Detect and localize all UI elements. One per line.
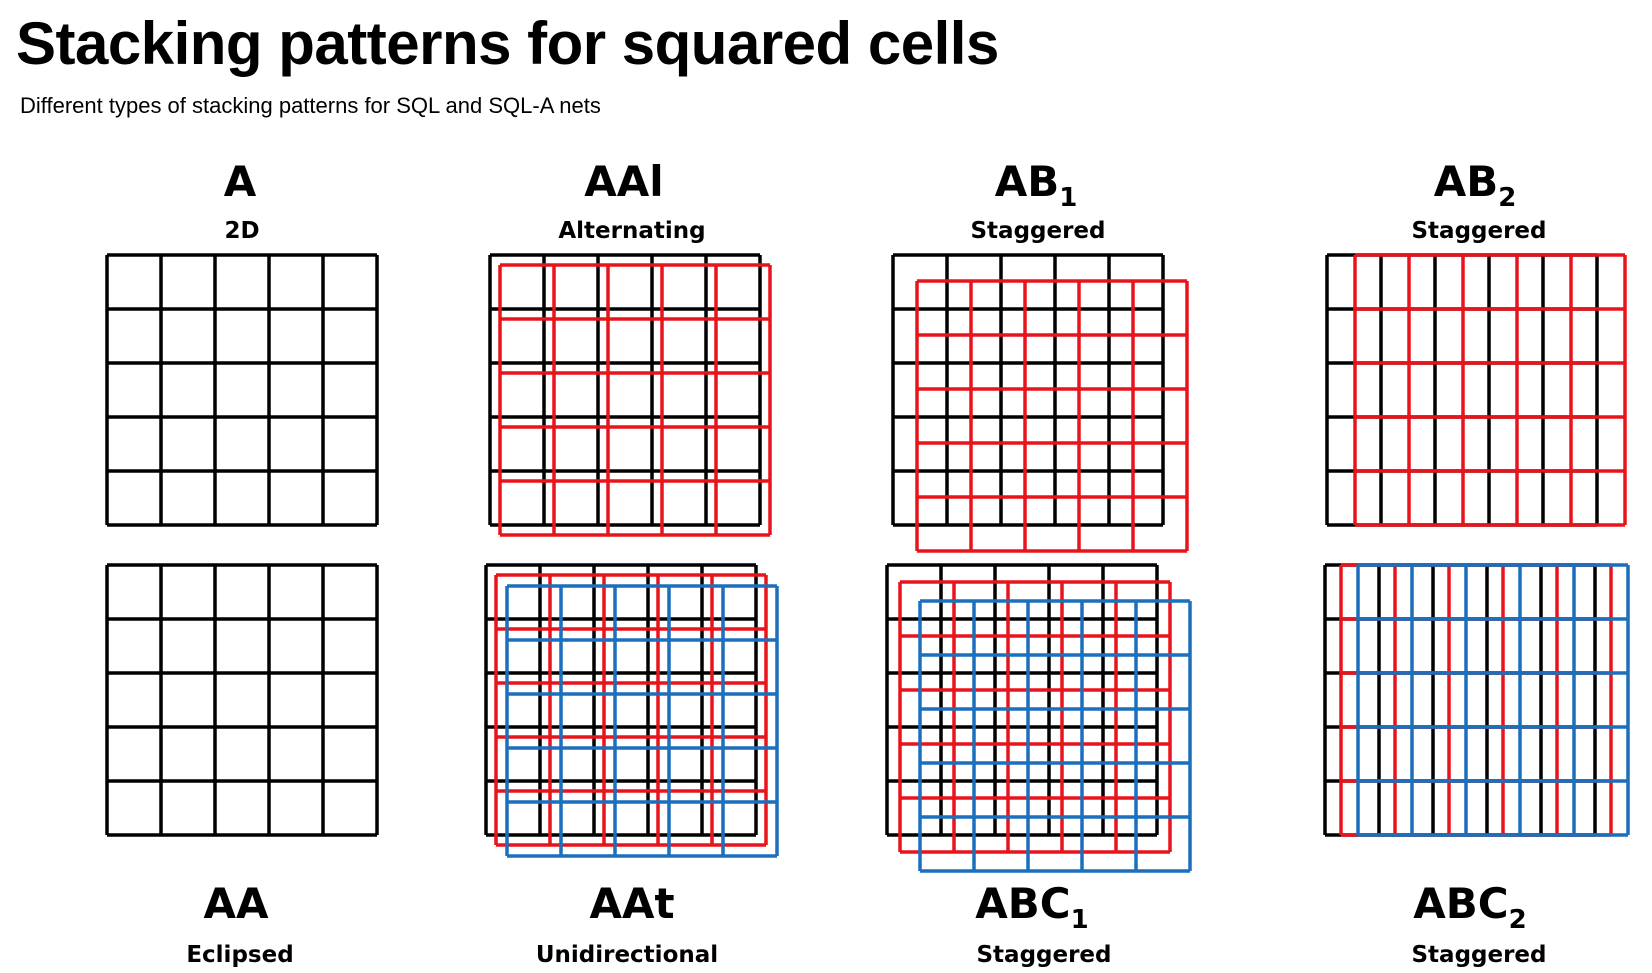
layer-a [484,563,758,837]
layer-a [105,253,379,527]
pattern-name-abc1: ABC1 [975,879,1088,935]
pattern-desc-abc2: Staggered [1411,942,1546,968]
layer-b [494,573,768,847]
pattern-name-ab1: AB1 [995,157,1078,213]
pattern-a-grid [105,253,379,527]
layer-b [898,580,1172,854]
pattern-ab2-grid [1325,253,1627,527]
layer-a [105,563,379,837]
layer-b [1353,253,1627,527]
pattern-desc-ab1: Staggered [970,218,1105,244]
layer-a [885,563,1159,837]
pattern-desc-aal: Alternating [558,218,705,244]
layer-a [488,253,762,527]
pattern-name-aal: AAl [584,157,663,206]
pattern-name-ab2: AB2 [1434,157,1517,213]
layer-a [1323,563,1597,837]
pattern-aa-grid [105,563,379,837]
layer-b [915,279,1189,553]
pattern-desc-aat: Unidirectional [536,942,718,968]
pattern-abc1-grid [885,563,1192,873]
pattern-aal-grid [488,253,772,537]
layer-c [505,584,779,858]
pattern-name-abc2: ABC2 [1413,879,1526,935]
pattern-desc-ab2: Staggered [1411,218,1546,244]
pattern-name-aa: AA [203,879,269,928]
page-title: Stacking patterns for squared cells [16,10,999,77]
layer-c [918,599,1192,873]
page-subtitle: Different types of stacking patterns for… [20,93,601,118]
pattern-abc2-grid [1323,563,1630,837]
layer-b [498,263,772,537]
pattern-ab1-grid [891,253,1189,553]
pattern-desc-a: 2D [224,218,259,244]
pattern-name-a: A [224,157,257,206]
pattern-aat-grid [484,563,779,858]
pattern-name-aat: AAt [589,879,674,928]
layer-b [1339,563,1613,837]
layer-c [1356,563,1630,837]
pattern-desc-abc1: Staggered [976,942,1111,968]
pattern-desc-aa: Eclipsed [186,942,293,968]
